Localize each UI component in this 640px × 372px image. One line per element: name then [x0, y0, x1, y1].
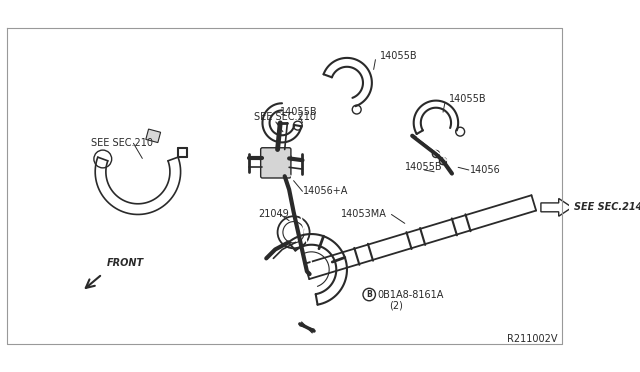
Text: FRONT: FRONT	[107, 259, 144, 269]
Text: 14056+A: 14056+A	[303, 186, 348, 196]
Text: 14055B: 14055B	[280, 107, 318, 117]
Text: SEE SEC.214: SEE SEC.214	[574, 202, 640, 212]
Polygon shape	[541, 198, 572, 216]
Text: 21049: 21049	[258, 209, 289, 219]
Bar	[146, 129, 161, 142]
Text: R211002V: R211002V	[507, 334, 557, 344]
Text: 14055B: 14055B	[404, 162, 442, 172]
Text: 14055B: 14055B	[380, 51, 417, 61]
Text: B: B	[366, 290, 372, 299]
Text: 0B1A8-8161A: 0B1A8-8161A	[377, 289, 444, 299]
Text: (2): (2)	[388, 300, 403, 310]
Text: 14055B: 14055B	[449, 94, 487, 104]
Ellipse shape	[260, 150, 291, 167]
Text: SEE SEC.210: SEE SEC.210	[253, 112, 316, 122]
Text: 14053MA: 14053MA	[340, 209, 387, 219]
Text: 14056: 14056	[470, 165, 500, 175]
FancyBboxPatch shape	[260, 148, 291, 178]
Text: SEE SEC.210: SEE SEC.210	[91, 138, 153, 148]
